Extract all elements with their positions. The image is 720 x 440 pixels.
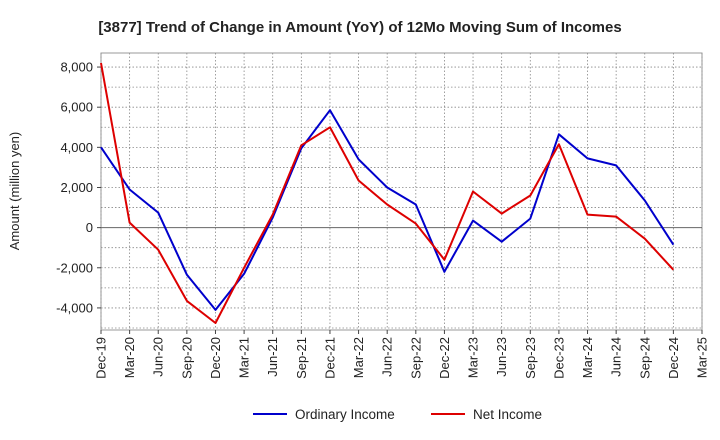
y-tick-label: -4,000 [56,300,93,315]
y-tick-label: 0 [86,220,93,235]
x-tick-label: Dec-24 [666,337,681,379]
x-tick-label: Sep-21 [294,337,309,379]
x-tick-label: Jun-21 [265,337,280,377]
x-tick-label: Dec-22 [437,337,452,379]
chart-title: [3877] Trend of Change in Amount (YoY) o… [98,19,621,36]
x-tick-label: Dec-21 [322,337,337,379]
x-tick-label: Mar-24 [580,337,595,378]
y-axis: 8,000 6,000 4,000 2,000 0 -2,000 -4,000 [56,60,101,315]
x-tick-label: Sep-22 [408,337,423,379]
x-tick-label: Dec-19 [94,337,109,379]
y-tick-label: 8,000 [60,60,93,75]
plot-area [100,52,703,331]
x-tick-label: Mar-22 [351,337,366,378]
x-tick-label: Mar-20 [122,337,137,378]
x-axis: Dec-19 Mar-20 Jun-20 Sep-20 Dec-20 Mar-21 Jun-… [94,330,710,379]
series-line-ordinary-income [100,109,675,311]
y-tick-label: 2,000 [60,180,93,195]
series-line-net-income [100,62,675,324]
x-tick-label: Mar-21 [237,337,252,378]
x-tick-label: Jun-24 [609,337,624,377]
legend-label: Ordinary Income [295,407,395,422]
x-tick-label: Sep-20 [179,337,194,379]
x-tick-label: Mar-23 [466,337,481,378]
series-lines [100,62,675,324]
grid [100,53,703,330]
x-tick-label: Sep-23 [523,337,538,379]
y-axis-label: Amount (million yen) [7,132,22,251]
x-tick-label: Dec-20 [208,337,223,379]
x-tick-label: Sep-24 [637,337,652,379]
legend: Ordinary Income Net Income [253,407,542,422]
y-tick-label: 6,000 [60,100,93,115]
x-tick-label: Jun-22 [380,337,395,377]
y-tick-label: 4,000 [60,140,93,155]
x-tick-label: Jun-20 [151,337,166,377]
x-tick-label: Mar-25 [695,337,710,378]
x-tick-label: Dec-23 [551,337,566,379]
legend-label: Net Income [473,407,542,422]
x-tick-label: Jun-23 [494,337,509,377]
y-tick-label: -2,000 [56,260,93,275]
